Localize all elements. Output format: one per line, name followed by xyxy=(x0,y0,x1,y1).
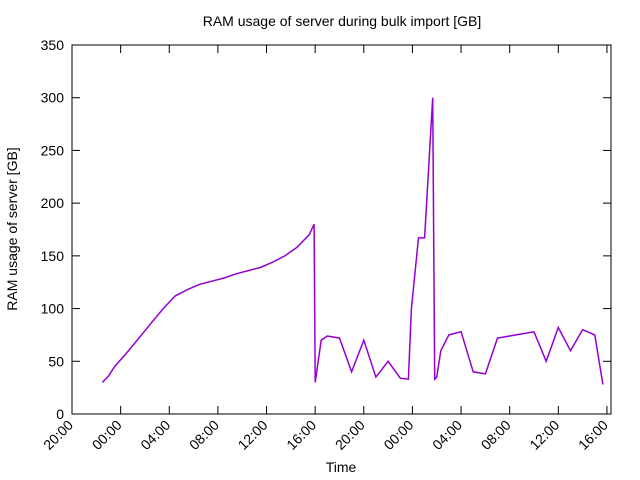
series-line xyxy=(101,97,604,385)
y-tick-label: 350 xyxy=(41,37,65,53)
y-tick-label: 150 xyxy=(41,248,65,264)
chart-title: RAM usage of server during bulk import [… xyxy=(203,13,482,29)
y-tick-label: 0 xyxy=(56,406,64,422)
y-axis-label: RAM usage of server [GB] xyxy=(4,147,20,310)
y-tick-label: 250 xyxy=(41,142,65,158)
y-tick-label: 300 xyxy=(41,90,65,106)
y-tick-label: 100 xyxy=(41,301,65,317)
x-axis-label: Time xyxy=(326,459,357,475)
plot-frame xyxy=(71,44,612,415)
y-axis: 0 50 100 150 200 250 300 350 xyxy=(41,37,611,422)
y-tick-label: 50 xyxy=(48,353,64,369)
y-tick-label: 200 xyxy=(41,195,65,211)
